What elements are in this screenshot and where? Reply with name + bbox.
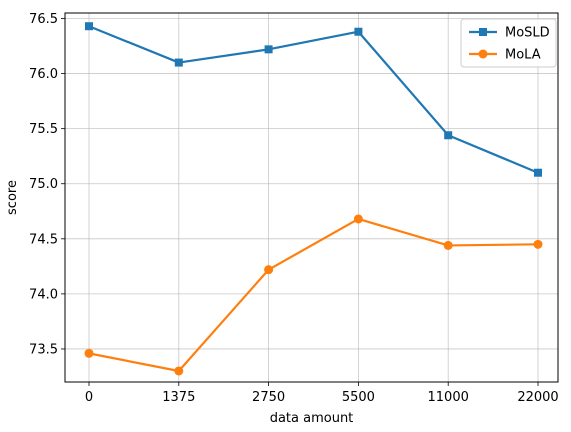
data-point [533, 239, 543, 249]
x-axis-label: data amount [270, 411, 354, 426]
data-point [84, 348, 94, 358]
data-point [264, 265, 274, 275]
legend-marker [479, 28, 487, 36]
x-tick-label: 22000 [517, 390, 558, 405]
series-line [88, 25, 539, 174]
legend-item-mosld: MoSLD [469, 26, 550, 41]
y-axis-label: score [5, 180, 20, 215]
data-point [264, 45, 273, 54]
data-point [174, 366, 184, 376]
axis-layer: 0 1375 2750 5500 11000 22000 73.5 74.0 74.5 75.0 7… [29, 12, 559, 405]
y-tick-label: 75.0 [29, 177, 58, 192]
data-point [444, 131, 453, 140]
legend-item-mola: MoLA [469, 48, 541, 63]
series-mola [84, 214, 543, 376]
data-point [354, 27, 363, 36]
y-tick-label: 73.5 [29, 342, 58, 357]
y-tick-label: 76.5 [29, 12, 58, 27]
series-layer [84, 22, 543, 376]
data-point [85, 22, 93, 31]
data-point [534, 168, 542, 177]
y-tick-label: 74.0 [29, 287, 58, 302]
y-tick-label: 75.5 [29, 122, 58, 137]
data-point [353, 214, 363, 224]
grid-layer [65, 13, 558, 382]
data-point [174, 58, 183, 67]
x-tick-label: 11000 [428, 390, 469, 405]
legend-marker [478, 49, 488, 59]
x-tick-label: 0 [85, 390, 93, 405]
legend-label: MoSLD [505, 26, 550, 41]
x-tick-label: 2750 [252, 390, 285, 405]
x-tick-label: 1375 [162, 390, 195, 405]
y-tick-label: 76.0 [29, 67, 58, 82]
plot-frame [64, 12, 559, 383]
legend: MoSLD MoLA [460, 18, 557, 68]
y-tick-label: 74.5 [29, 232, 58, 247]
legend-label: MoLA [505, 48, 541, 63]
x-tick-label: 5500 [342, 390, 375, 405]
data-point [443, 240, 453, 250]
series-mosld [85, 22, 542, 177]
series-line [88, 217, 539, 373]
